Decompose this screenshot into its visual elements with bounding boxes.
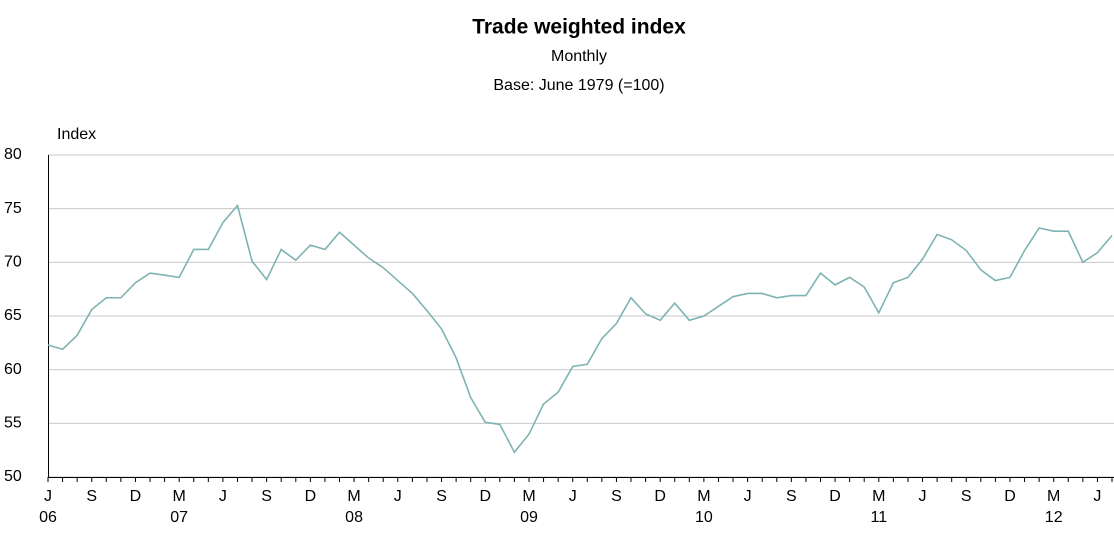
x-tick-label: J — [219, 488, 227, 505]
x-tick-label: M — [872, 488, 885, 505]
x-tick-label: M — [1047, 488, 1060, 505]
x-year-label: 09 — [520, 509, 538, 526]
x-year-label: 10 — [695, 509, 713, 526]
x-tick-label: J — [1093, 488, 1101, 505]
chart-subtitle: Monthly — [551, 48, 607, 65]
x-tick-label: S — [611, 488, 622, 505]
y-tick-label: 55 — [4, 415, 22, 432]
x-tick-label: J — [569, 488, 577, 505]
x-tick-label: D — [130, 488, 142, 505]
x-tick-label: D — [654, 488, 666, 505]
x-year-label: 08 — [345, 509, 363, 526]
x-tick-label: M — [173, 488, 186, 505]
x-tick-label: M — [522, 488, 535, 505]
x-tick-label: D — [305, 488, 317, 505]
x-year-label: 11 — [870, 509, 887, 526]
x-tick-label: J — [44, 488, 52, 505]
x-tick-label: D — [1004, 488, 1016, 505]
x-tick-label: S — [436, 488, 447, 505]
x-tick-label: S — [86, 488, 97, 505]
y-tick-label: 60 — [4, 361, 22, 378]
y-tick-label: 80 — [4, 146, 22, 163]
x-tick-label: M — [347, 488, 360, 505]
x-tick-label: S — [961, 488, 972, 505]
x-tick-label: D — [829, 488, 841, 505]
y-tick-label: 70 — [4, 254, 22, 271]
x-tick-label: J — [744, 488, 752, 505]
y-axis-label: Index — [57, 126, 96, 143]
x-year-label: 07 — [170, 509, 188, 526]
x-tick-label: M — [697, 488, 710, 505]
x-year-label: 06 — [39, 509, 57, 526]
x-tick-label: S — [261, 488, 272, 505]
data-line — [47, 203, 1113, 454]
y-tick-label: 65 — [4, 307, 22, 324]
y-tick-label: 75 — [4, 200, 22, 217]
chart-title: Trade weighted index — [472, 16, 686, 39]
chart-subtitle: Base: June 1979 (=100) — [493, 77, 664, 94]
y-tick-label: 50 — [4, 468, 22, 485]
x-tick-label: S — [786, 488, 797, 505]
x-tick-label: J — [919, 488, 927, 505]
x-tick-label: J — [394, 488, 402, 505]
x-year-label: 12 — [1045, 509, 1063, 526]
x-tick-label: D — [479, 488, 491, 505]
